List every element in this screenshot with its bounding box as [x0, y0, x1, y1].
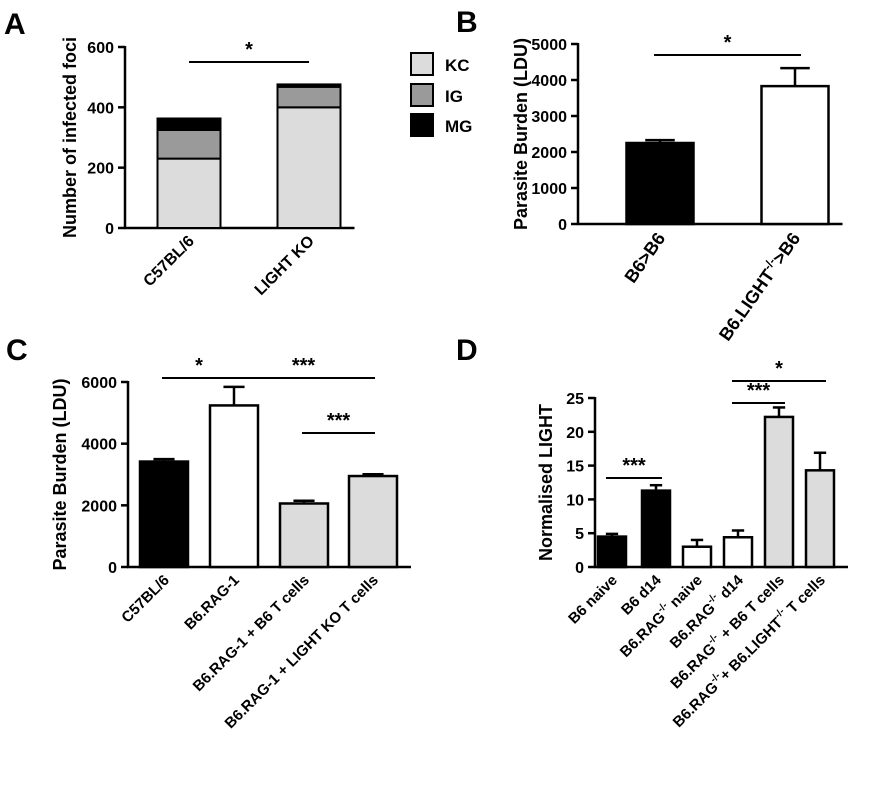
bar-D-5 — [804, 469, 836, 569]
y-tick-label-A-3: 600 — [87, 40, 114, 57]
y-tick-label-D-3: 15 — [566, 459, 584, 476]
bar-segment-A-0-2 — [156, 117, 222, 131]
y-label-group-B: Parasite Burden (LDU) — [511, 38, 531, 230]
x-tick-label-group-D-0: B6 naive — [565, 572, 621, 628]
x-tick-label-group-C-1: B6.RAG-1 — [181, 572, 243, 634]
x-tick-label-group-A-1: LIGHT KO — [252, 233, 318, 299]
x-tick-label-group-B-1: B6.LIGHT-/->B6 — [713, 228, 804, 345]
y-tick-label-C-2: 4000 — [81, 437, 117, 454]
significance-label-B-0: * — [724, 32, 732, 54]
significance-label-D-2: * — [775, 358, 783, 380]
bar-segment-A-1-2 — [276, 83, 342, 88]
x-tick-label-D-0: B6 naive — [565, 572, 621, 628]
y-axis-label-A: Number of infected foci — [60, 37, 80, 238]
legend-label-A-1: IG — [445, 87, 463, 106]
y-tick-label-B-2: 2000 — [531, 145, 567, 162]
significance-label-C-0: * — [195, 355, 203, 377]
bar-C-0 — [138, 460, 190, 569]
x-tick-label-C-0: C57BL/6 — [118, 572, 172, 626]
legend-swatch-A-2 — [410, 113, 434, 137]
x-tick-label-group-C-3: B6.RAG-1 + LIGHT KO T cells — [222, 572, 382, 732]
bar-B-1 — [760, 84, 830, 226]
x-tick-label-C-3: B6.RAG-1 + LIGHT KO T cells — [222, 572, 382, 732]
y-tick-label-D-5: 25 — [566, 391, 584, 408]
x-tick-label-A-0: C57BL/6 — [141, 233, 198, 290]
y-tick-label-D-2: 10 — [566, 492, 584, 509]
bar-C-3 — [347, 474, 399, 569]
legend-label-A-0: KC — [445, 56, 470, 75]
legend-swatch-A-1 — [410, 83, 434, 107]
x-tick-label-B-1: B6.LIGHT-/->B6 — [713, 228, 804, 345]
y-tick-label-B-0: 0 — [558, 217, 567, 234]
y-label-group-C: Parasite Burden (LDU) — [50, 378, 70, 570]
y-tick-label-A-1: 200 — [87, 161, 114, 178]
bar-segment-A-0-0 — [156, 157, 222, 229]
x-tick-label-A-1: LIGHT KO — [252, 233, 318, 299]
chart-a: 0 200 400 600 Number of infected foci KC IG MG C… — [60, 37, 472, 299]
bar-D-3 — [722, 536, 754, 569]
x-tick-label-group-A-0: C57BL/6 — [141, 233, 198, 290]
significance-label-C-2: *** — [327, 410, 351, 432]
x-tick-label-group-C-2: B6.RAG-1 + B6 T cells — [190, 572, 313, 695]
x-tick-label-C-2: B6.RAG-1 + B6 T cells — [190, 572, 313, 695]
bar-B-0 — [625, 141, 695, 226]
bar-D-0 — [596, 535, 628, 569]
y-tick-label-C-1: 2000 — [81, 498, 117, 515]
y-tick-label-C-0: 0 — [108, 560, 117, 577]
y-axis-label-B: Parasite Burden (LDU) — [511, 38, 531, 230]
bar-C-1 — [208, 404, 260, 569]
x-tick-label-C-1: B6.RAG-1 — [181, 572, 243, 634]
y-tick-label-B-5: 5000 — [531, 37, 567, 54]
y-tick-label-B-4: 4000 — [531, 73, 567, 90]
bar-segment-A-0-1 — [156, 128, 222, 160]
panel-letter-c: C — [6, 334, 28, 367]
x-tick-label-B-0: B6>B6 — [620, 229, 669, 287]
panel-letter-b: B — [456, 6, 478, 39]
x-tick-label-group-B-0: B6>B6 — [620, 229, 669, 287]
y-tick-label-B-3: 3000 — [531, 109, 567, 126]
y-tick-label-B-1: 1000 — [531, 181, 567, 198]
legend-label-A-2: MG — [445, 117, 472, 136]
chart-c: 0 2000 4000 6000 Parasite Burden (LDU) C57BL/… — [50, 355, 411, 732]
y-label-group-D: Normalised LIGHT — [536, 404, 556, 561]
y-tick-label-C-3: 6000 — [81, 375, 117, 392]
y-label-group-A: Number of infected foci — [60, 37, 80, 238]
bar-segment-A-1-0 — [276, 106, 342, 229]
y-axis-label-C: Parasite Burden (LDU) — [50, 378, 70, 570]
bar-D-4 — [763, 415, 795, 569]
panel-a: A 0 200 400 600 Number of infected foci KC IG M… — [4, 8, 472, 299]
panel-c: C 0 2000 4000 6000 Parasite Burden (LDU) C57B… — [6, 334, 411, 732]
y-tick-label-A-0: 0 — [105, 221, 114, 238]
y-tick-label-D-1: 5 — [575, 526, 584, 543]
significance-label-D-1: *** — [747, 380, 771, 402]
y-tick-label-D-0: 0 — [575, 560, 584, 577]
legend-swatch-A-0 — [410, 52, 434, 76]
panel-letter-d: D — [456, 334, 478, 367]
significance-label-A-0: * — [245, 39, 253, 61]
y-tick-label-D-4: 20 — [566, 425, 584, 442]
bar-D-1 — [640, 489, 672, 569]
bar-C-2 — [278, 502, 330, 569]
bar-segment-A-1-1 — [276, 85, 342, 109]
x-tick-label-group-C-0: C57BL/6 — [118, 572, 172, 626]
bar-D-2 — [681, 545, 713, 569]
y-axis-label-D: Normalised LIGHT — [536, 404, 556, 561]
significance-label-D-0: *** — [622, 455, 646, 477]
significance-label-C-1: *** — [292, 355, 316, 377]
panel-letter-a: A — [4, 8, 26, 41]
y-tick-label-A-2: 400 — [87, 100, 114, 117]
